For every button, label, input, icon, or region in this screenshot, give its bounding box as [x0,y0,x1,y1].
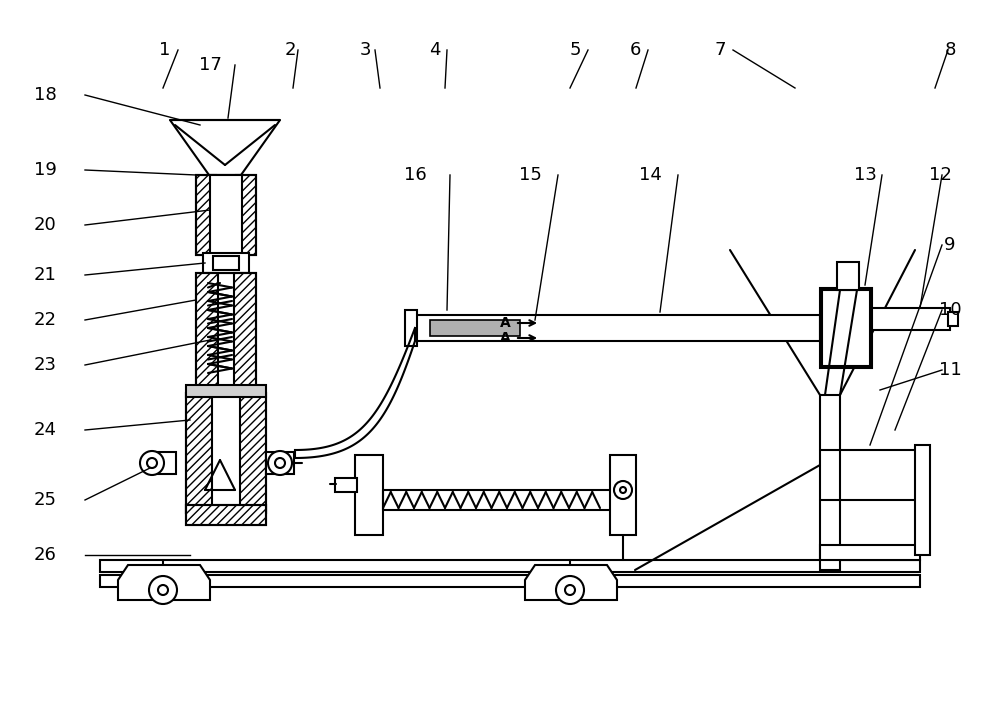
Text: 15: 15 [519,166,541,184]
Bar [948,312,958,326]
Circle shape [565,585,575,595]
Text: 9: 9 [944,236,956,254]
Circle shape [147,458,157,468]
Text: 6: 6 [629,41,641,59]
Text: 5: 5 [569,41,581,59]
Text: 24: 24 [34,421,56,439]
Text: 13: 13 [854,166,876,184]
Bar [610,455,636,535]
Bar [100,560,920,572]
Circle shape [275,458,285,468]
Bar [405,310,417,346]
Bar [203,253,249,273]
Bar [210,175,242,255]
Bar [915,445,930,555]
Bar [822,290,870,366]
Text: 21: 21 [34,266,56,284]
Text: 22: 22 [34,311,56,329]
Text: 10: 10 [939,301,961,319]
Bar [186,385,266,397]
Bar [100,575,920,587]
Text: 16: 16 [404,166,426,184]
Circle shape [158,585,168,595]
Bar [820,395,840,570]
Text: A: A [500,316,510,330]
Bar [430,320,520,336]
Bar [240,393,266,513]
Text: 7: 7 [714,41,726,59]
Polygon shape [170,120,280,175]
Text: 23: 23 [34,356,56,374]
Text: 4: 4 [429,41,441,59]
Text: 19: 19 [34,161,56,179]
Circle shape [140,451,164,475]
Polygon shape [118,565,210,600]
Text: 25: 25 [34,491,56,509]
Bar [148,452,176,474]
Circle shape [620,487,626,493]
Text: 3: 3 [359,41,371,59]
Text: 8: 8 [944,41,956,59]
Text: 1: 1 [159,41,171,59]
Bar [837,262,859,290]
Text: 18: 18 [34,86,56,104]
Bar [186,393,266,513]
Bar [335,478,357,492]
Bar [186,505,266,525]
Bar [196,273,256,393]
Polygon shape [525,565,617,600]
Circle shape [614,481,632,499]
Bar [355,455,383,535]
Text: 17: 17 [199,56,221,74]
Bar [872,308,950,330]
Bar [196,175,216,255]
Bar [234,273,256,393]
Text: 11: 11 [939,361,961,379]
Bar [186,505,266,525]
Bar [236,175,256,255]
Circle shape [268,451,292,475]
Text: 14: 14 [639,166,661,184]
Text: 2: 2 [284,41,296,59]
Text: 20: 20 [34,216,56,234]
Bar [213,256,239,270]
Circle shape [556,576,584,604]
Bar [415,315,820,341]
Bar [820,288,872,368]
Bar [266,452,294,474]
Bar [186,393,212,513]
Bar [196,273,218,393]
Circle shape [149,576,177,604]
Text: 12: 12 [929,166,951,184]
Text: 26: 26 [34,546,56,564]
Bar [196,175,256,255]
Bar [820,545,920,560]
Text: A: A [500,331,510,345]
